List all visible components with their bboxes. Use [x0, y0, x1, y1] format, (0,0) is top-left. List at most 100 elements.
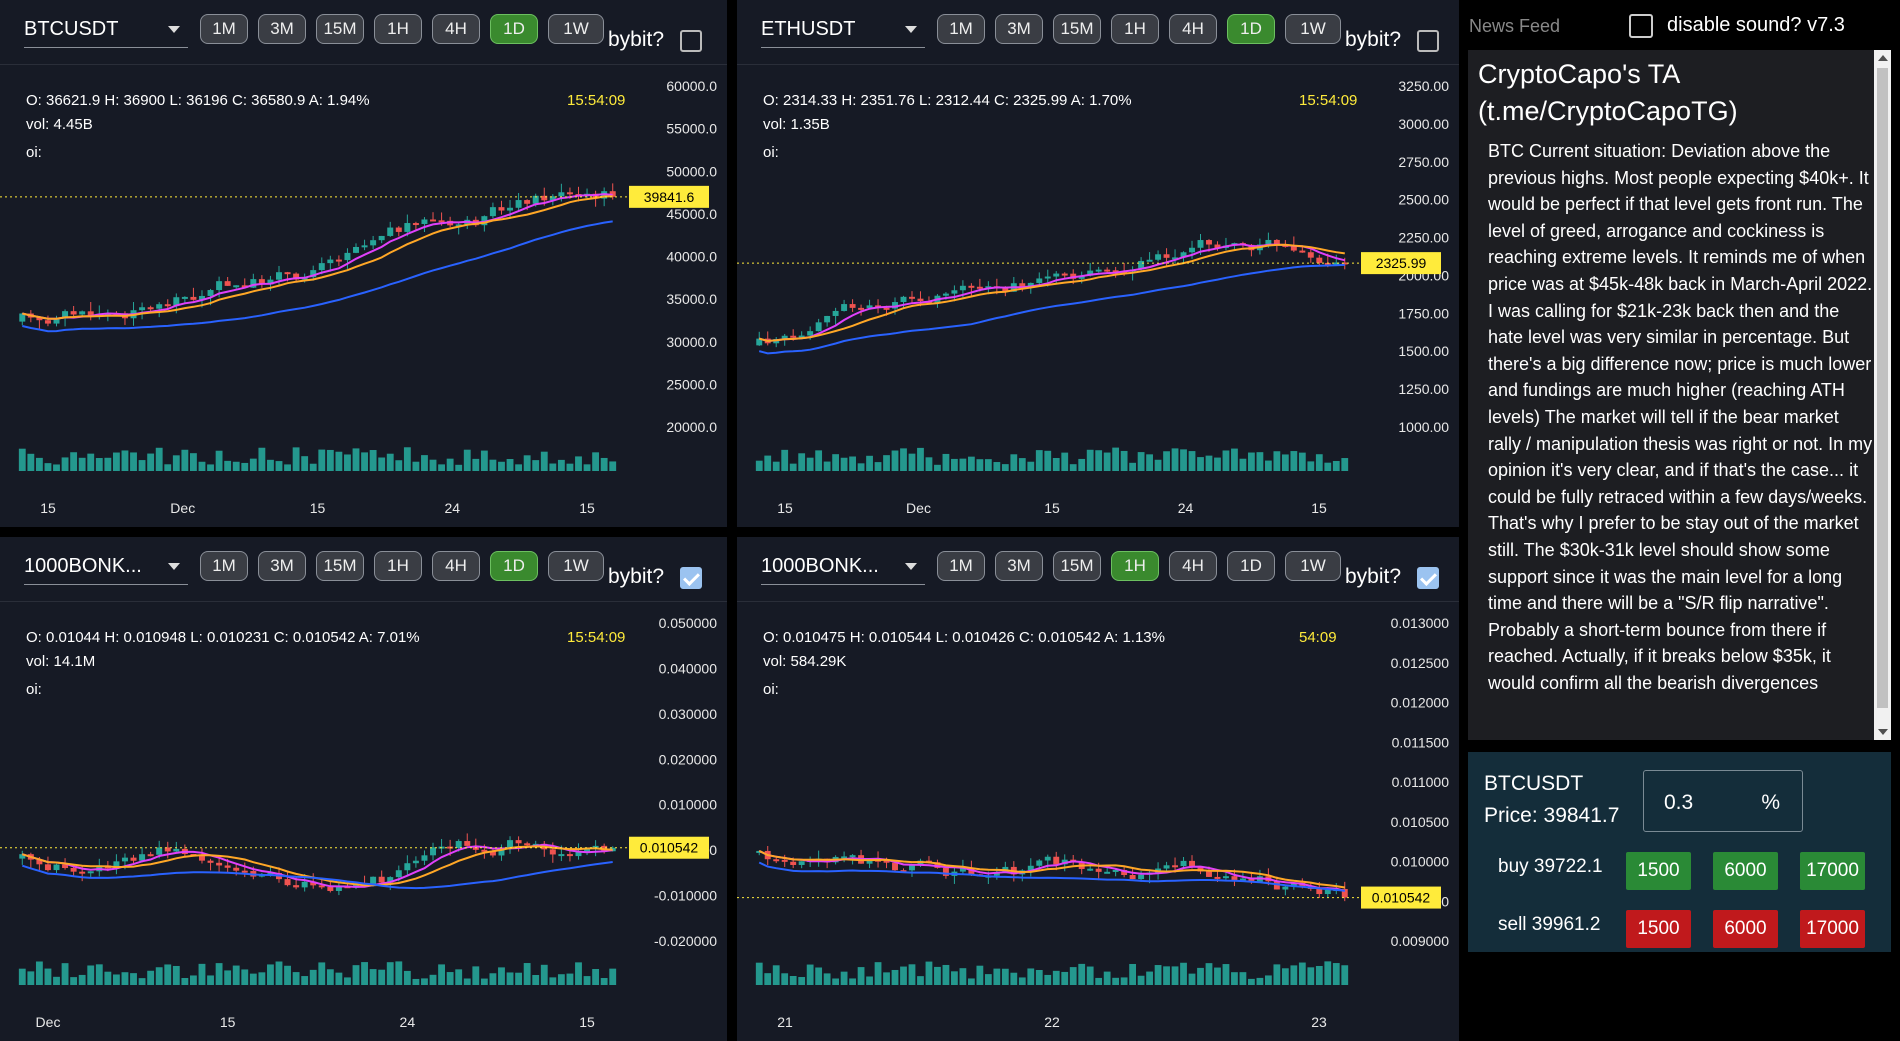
sell-1500-button[interactable]: 1500	[1626, 910, 1691, 948]
symbol-select[interactable]: ETHUSDT	[761, 14, 925, 48]
timeframe-1m-button[interactable]: 1M	[937, 551, 985, 581]
candle-body	[224, 865, 231, 868]
candle-body	[412, 223, 419, 226]
price-chart[interactable]: 0.013000 0.012500 0.012000 0.011500 0.011000…	[737, 593, 1459, 1041]
bybit-checkbox[interactable]	[680, 567, 702, 589]
bybit-checkbox[interactable]	[680, 30, 702, 52]
volume-bar	[1341, 458, 1349, 471]
volume-bar	[781, 973, 789, 985]
volume-bar	[1222, 450, 1230, 471]
buy-6000-button[interactable]: 6000	[1713, 852, 1778, 890]
percent-input[interactable]: 0.3 %	[1643, 770, 1803, 832]
timeframe-3m-button[interactable]: 3M	[258, 551, 306, 581]
trade-price: Price: 39841.7	[1484, 804, 1620, 827]
timeframe-1d-button[interactable]: 1D	[490, 551, 538, 581]
volume-bar	[352, 448, 360, 471]
price-chart[interactable]: 60000.0 55000.0 50000.0 45000.0 40000.0 35000…	[0, 56, 727, 527]
candle-body	[258, 279, 265, 285]
symbol-select[interactable]: BTCUSDT	[24, 14, 188, 48]
timeframe-3m-button[interactable]: 3M	[995, 551, 1043, 581]
volume-bar	[1146, 454, 1153, 471]
scroll-thumb[interactable]	[1877, 68, 1888, 708]
volume-bar	[908, 964, 916, 985]
timeframe-1w-button[interactable]: 1W	[548, 14, 604, 44]
symbol-select[interactable]: 1000BONK...	[24, 551, 188, 585]
news-scrollbar[interactable]	[1874, 50, 1891, 740]
candle-body	[1290, 245, 1297, 251]
volume-bar	[908, 453, 916, 471]
x-tick-label: 24	[444, 500, 460, 516]
volume-bar	[1095, 977, 1103, 985]
volume-bar	[224, 460, 232, 471]
scroll-down-arrow-icon[interactable]	[1878, 729, 1888, 735]
chart-panel-1[interactable]: BTCUSDT 1M 3M 15M 1H 4H 1D 1W bybit? 60000.0 55000…	[0, 0, 727, 527]
volume-bar	[284, 965, 291, 985]
price-chart[interactable]: 3250.003000.002750.002500.002250.002000.…	[737, 56, 1459, 527]
candle-body	[1087, 868, 1094, 871]
timeframe-1d-button[interactable]: 1D	[490, 14, 538, 44]
timeframe-1h-button[interactable]: 1H	[1111, 14, 1159, 44]
timeframe-1m-button[interactable]: 1M	[200, 551, 248, 581]
volume-bar	[984, 974, 992, 985]
volume-bar	[446, 972, 454, 985]
candle-body	[541, 195, 548, 201]
timeframe-15m-button[interactable]: 15M	[1053, 551, 1101, 581]
timeframe-15m-button[interactable]: 15M	[316, 14, 364, 44]
volume-bar	[600, 978, 608, 985]
price-chart[interactable]: 0.050000 0.040000 0.030000 0.020000 0.010000…	[0, 593, 727, 1041]
x-tick-label: 15	[1044, 500, 1060, 516]
timeframe-1d-button[interactable]: 1D	[1227, 551, 1275, 581]
timeframe-1m-button[interactable]: 1M	[937, 14, 985, 44]
candle-body	[892, 862, 898, 871]
news-feed[interactable]: CryptoCapo's TA (t.me/CryptoCapoTG) BTC …	[1468, 50, 1891, 740]
volume-bar	[857, 463, 865, 471]
candle-body	[1138, 260, 1145, 270]
timeframe-1w-button[interactable]: 1W	[1285, 551, 1341, 581]
candle-body	[1231, 876, 1238, 880]
sell-17000-button[interactable]: 17000	[1800, 910, 1865, 948]
buy-1500-button[interactable]: 1500	[1626, 852, 1691, 890]
bybit-checkbox[interactable]	[1417, 30, 1439, 52]
volume-bar	[87, 965, 95, 985]
candle-body	[19, 313, 26, 322]
volume-bar	[498, 967, 505, 985]
buy-17000-button[interactable]: 17000	[1800, 852, 1865, 890]
timeframe-15m-button[interactable]: 15M	[1053, 14, 1101, 44]
disable-sound-checkbox[interactable]	[1629, 14, 1653, 38]
candle-body	[233, 867, 240, 871]
bybit-checkbox[interactable]	[1417, 567, 1439, 589]
timeframe-4h-button[interactable]: 4H	[432, 14, 480, 44]
symbol-select[interactable]: 1000BONK...	[761, 551, 925, 585]
volume-bar	[1188, 973, 1196, 985]
chart-panel-3[interactable]: 1000BONK... 1M 3M 15M 1H 4H 1D 1W bybit? 0.050000…	[0, 537, 727, 1041]
volume-bar	[172, 455, 180, 471]
toolbar-divider	[0, 601, 727, 602]
chart-panel-4[interactable]: 1000BONK... 1M 3M 15M 1H 4H 1D 1W bybit? 0.013000…	[737, 537, 1459, 1041]
chevron-down-icon	[905, 26, 917, 33]
timeframe-1m-button[interactable]: 1M	[200, 14, 248, 44]
sell-6000-button[interactable]: 6000	[1713, 910, 1778, 948]
timeframe-1w-button[interactable]: 1W	[1285, 14, 1341, 44]
timeframe-1h-button[interactable]: 1H	[374, 551, 422, 581]
timeframe-4h-button[interactable]: 4H	[432, 551, 480, 581]
x-tick-label: 15	[310, 500, 326, 516]
chart-panel-2[interactable]: ETHUSDT 1M 3M 15M 1H 4H 1D 1W bybit? 3250.00 3000.…	[737, 0, 1459, 527]
timeframe-4h-button[interactable]: 4H	[1169, 551, 1217, 581]
scroll-up-arrow-icon[interactable]	[1878, 55, 1888, 61]
volume-bar	[1248, 978, 1255, 985]
timeframe-1h-button[interactable]: 1H	[374, 14, 422, 44]
timeframe-3m-button[interactable]: 3M	[258, 14, 306, 44]
volume-bar	[798, 977, 806, 985]
volume-bar	[292, 972, 300, 985]
timeframe-1w-button[interactable]: 1W	[548, 551, 604, 581]
timeframe-15m-button[interactable]: 15M	[316, 551, 364, 581]
y-tick-label: 0.040000	[659, 660, 718, 676]
candle-body	[421, 855, 428, 861]
volume-bar	[976, 459, 984, 471]
volume-bar	[1035, 450, 1043, 471]
candle-body	[1197, 240, 1204, 248]
timeframe-1d-button[interactable]: 1D	[1227, 14, 1275, 44]
timeframe-3m-button[interactable]: 3M	[995, 14, 1043, 44]
timeframe-4h-button[interactable]: 4H	[1169, 14, 1217, 44]
timeframe-1h-button[interactable]: 1H	[1111, 551, 1159, 581]
